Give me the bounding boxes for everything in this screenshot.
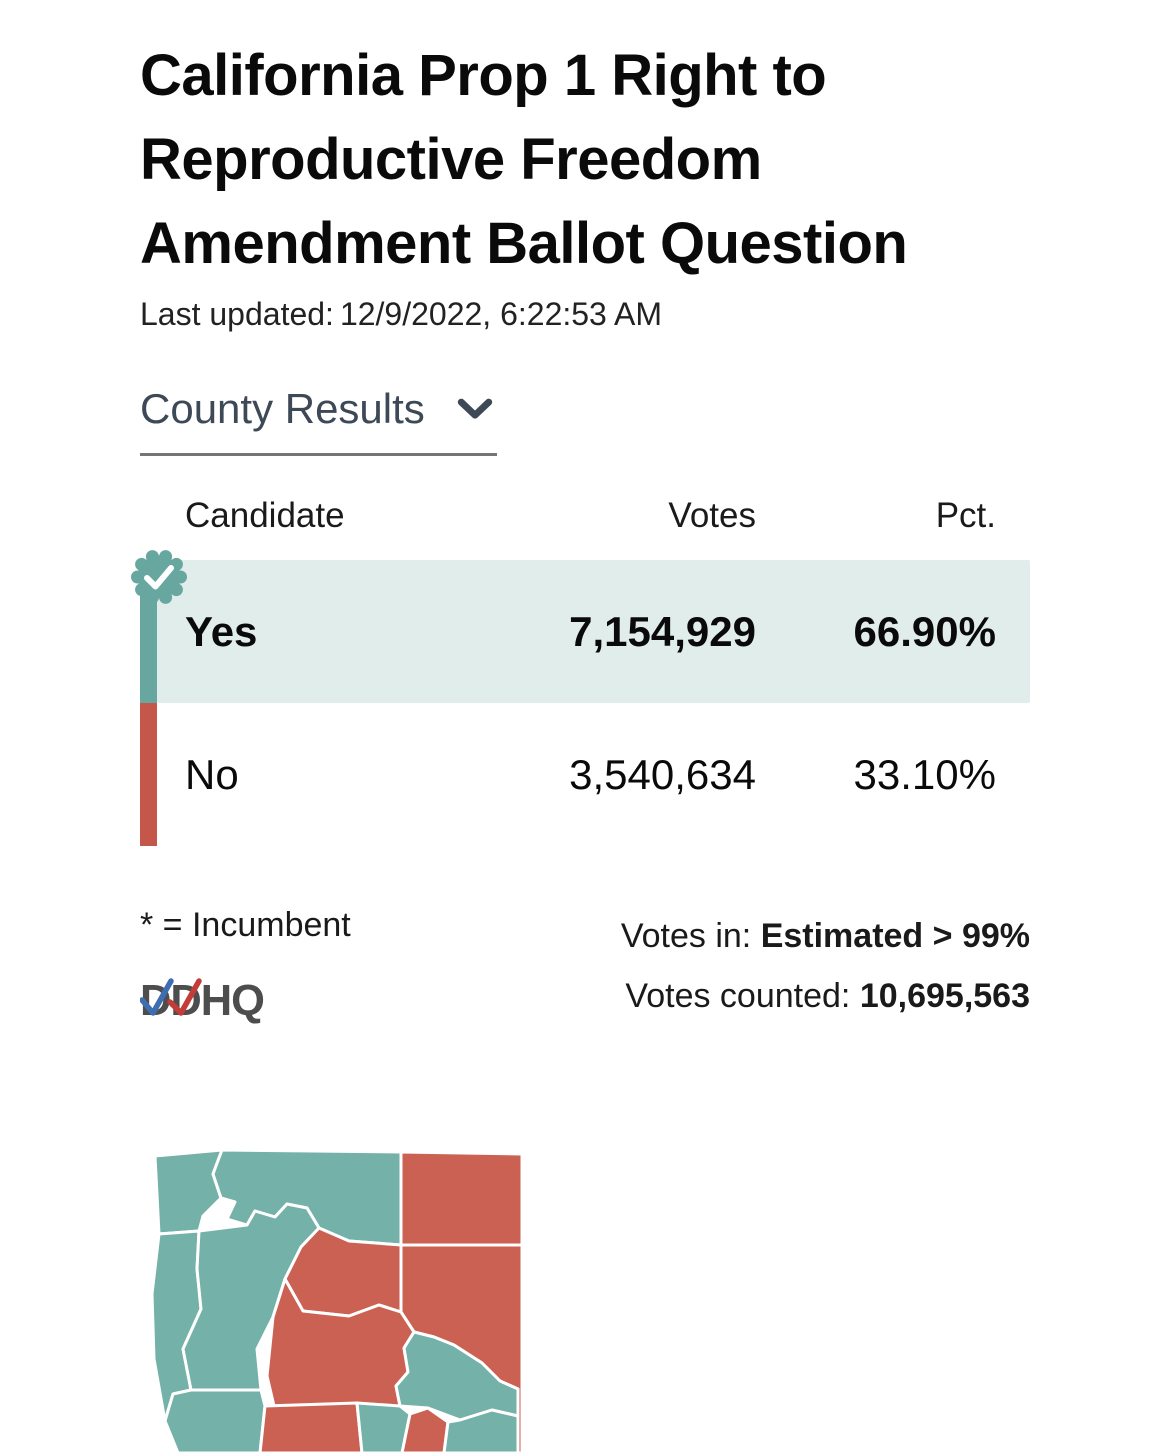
ddhq-blue-check-icon — [140, 978, 174, 1016]
candidate-pct: 66.90% — [853, 607, 996, 655]
votes-counted-value: 10,695,563 — [859, 977, 1030, 1015]
chevron-down-icon — [457, 398, 493, 419]
votes-counted-label: Votes counted: — [625, 977, 851, 1015]
winner-check-badge-icon — [131, 550, 187, 604]
ddhq-red-check-icon — [167, 978, 202, 1016]
last-updated-value: 12/9/2022, 6:22:53 AM — [339, 296, 662, 332]
candidate-votes: 7,154,929 — [569, 607, 756, 655]
last-updated-label: Last updated: — [140, 296, 334, 332]
candidate-votes: 3,540,634 — [569, 750, 756, 798]
county-results-map — [152, 1144, 524, 1453]
results-table: Candidate Votes Pct. Yes 7,154,929 66.90… — [131, 496, 1030, 846]
votes-in-label: Votes in: — [620, 917, 752, 955]
candidate-name: No — [185, 750, 239, 798]
candidate-pct: 33.10% — [853, 750, 996, 798]
incumbent-note: * = Incumbent — [140, 906, 351, 944]
county-results-dropdown[interactable]: County Results — [140, 385, 497, 456]
table-row-no: No 3,540,634 33.10% — [140, 703, 1030, 846]
county-del-norte[interactable] — [153, 1148, 224, 1236]
votes-counted-line: Votes counted: 10,695,563 — [621, 966, 1030, 1026]
county-sierra[interactable] — [442, 1408, 520, 1453]
table-header: Candidate Votes Pct. — [157, 496, 1030, 560]
county-yuba[interactable] — [400, 1406, 450, 1453]
table-row-yes: Yes 7,154,929 66.90% — [131, 550, 1030, 703]
last-updated: Last updated: 12/9/2022, 6:22:53 AM — [140, 296, 1030, 333]
column-header-votes: Votes — [668, 496, 756, 535]
ddhq-logo: DDHQ — [140, 976, 265, 1025]
column-header-candidate: Candidate — [185, 496, 345, 535]
page-title: California Prop 1 Right to Reproductive … — [140, 43, 908, 276]
county-mendocino[interactable] — [163, 1388, 267, 1453]
candidate-name: Yes — [185, 607, 258, 655]
column-header-pct: Pct. — [935, 496, 996, 535]
county-glenn[interactable] — [258, 1401, 364, 1453]
results-footnotes: * = Incumbent DDHQ Votes in: Estimated >… — [140, 906, 1030, 1026]
county-modoc[interactable] — [399, 1150, 524, 1247]
votes-in-value: Estimated > 99% — [760, 917, 1030, 955]
votes-in-line: Votes in: Estimated > 99% — [621, 906, 1030, 966]
county-results-label: County Results — [140, 385, 425, 432]
